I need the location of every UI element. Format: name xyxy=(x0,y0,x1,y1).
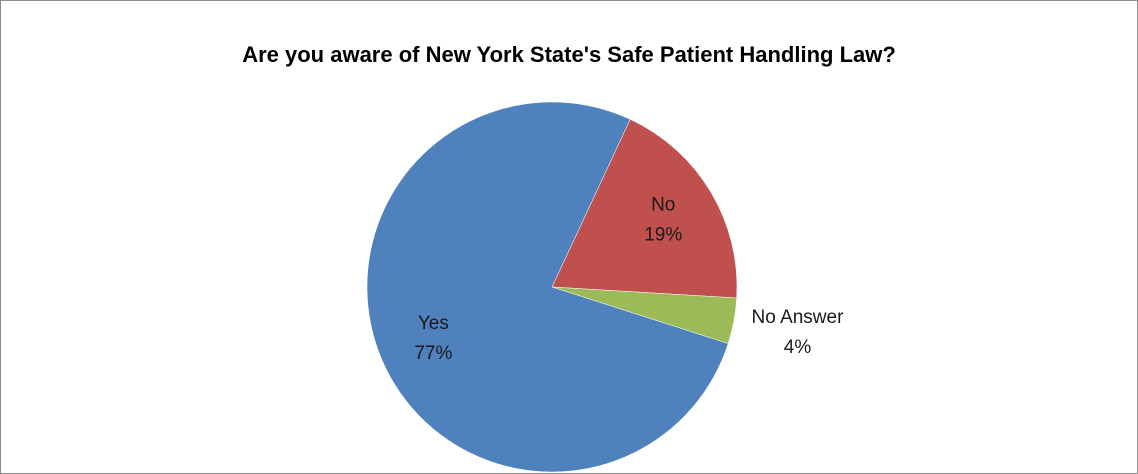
slice-label: No Answer xyxy=(752,307,845,328)
chart-title: Are you aware of New York State's Safe P… xyxy=(242,42,896,67)
pie-slice xyxy=(551,119,738,299)
slice-value-label: 19% xyxy=(644,225,682,246)
slice-label: No xyxy=(651,195,675,216)
slice-value-label: 77% xyxy=(414,343,452,364)
slice-value-label: 4% xyxy=(784,337,812,358)
slice-label: Yes xyxy=(418,313,449,334)
pie-slice xyxy=(366,101,729,473)
